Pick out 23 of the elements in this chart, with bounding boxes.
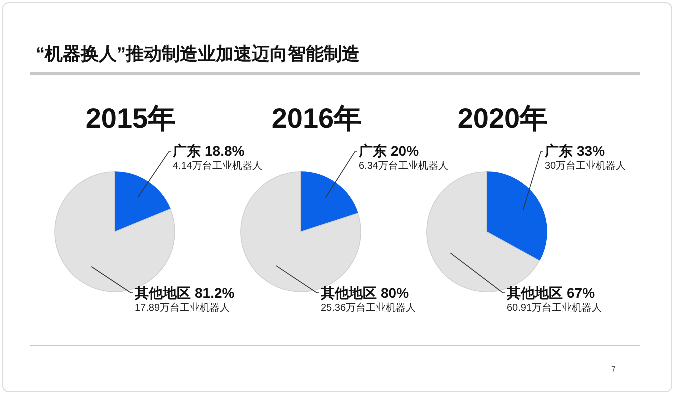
slice-label: 广东	[545, 143, 573, 159]
text: 4.14万台工业机器人	[173, 160, 262, 172]
data-label: 33%	[577, 143, 606, 159]
data-label: 81.2%	[195, 285, 236, 301]
text: 6.34万台工业机器人	[359, 160, 448, 172]
slice-label: 广东	[359, 143, 387, 159]
text: 17.89万台工业机器人	[135, 302, 230, 314]
slice-label: 其他地区	[321, 285, 377, 301]
slice-label: 其他地区	[507, 285, 563, 301]
text: 25.36万台工业机器人	[321, 302, 416, 314]
text: “机器换人”推动制造业加速迈向智能制造	[36, 44, 360, 64]
slice-label: 其他地区	[135, 285, 191, 301]
data-label: 67%	[567, 285, 596, 301]
data-label: 18.8%	[205, 143, 246, 159]
slice-label: 广东	[173, 143, 201, 159]
text: 30万台工业机器人	[545, 160, 626, 172]
text: 60.91万台工业机器人	[507, 302, 602, 314]
text: 7	[612, 365, 617, 374]
chart-title: 2015年	[86, 103, 176, 134]
chart-title: 2020年	[458, 103, 548, 134]
data-label: 20%	[391, 143, 420, 159]
chart-title: 2016年	[272, 103, 362, 134]
data-label: 80%	[381, 285, 410, 301]
